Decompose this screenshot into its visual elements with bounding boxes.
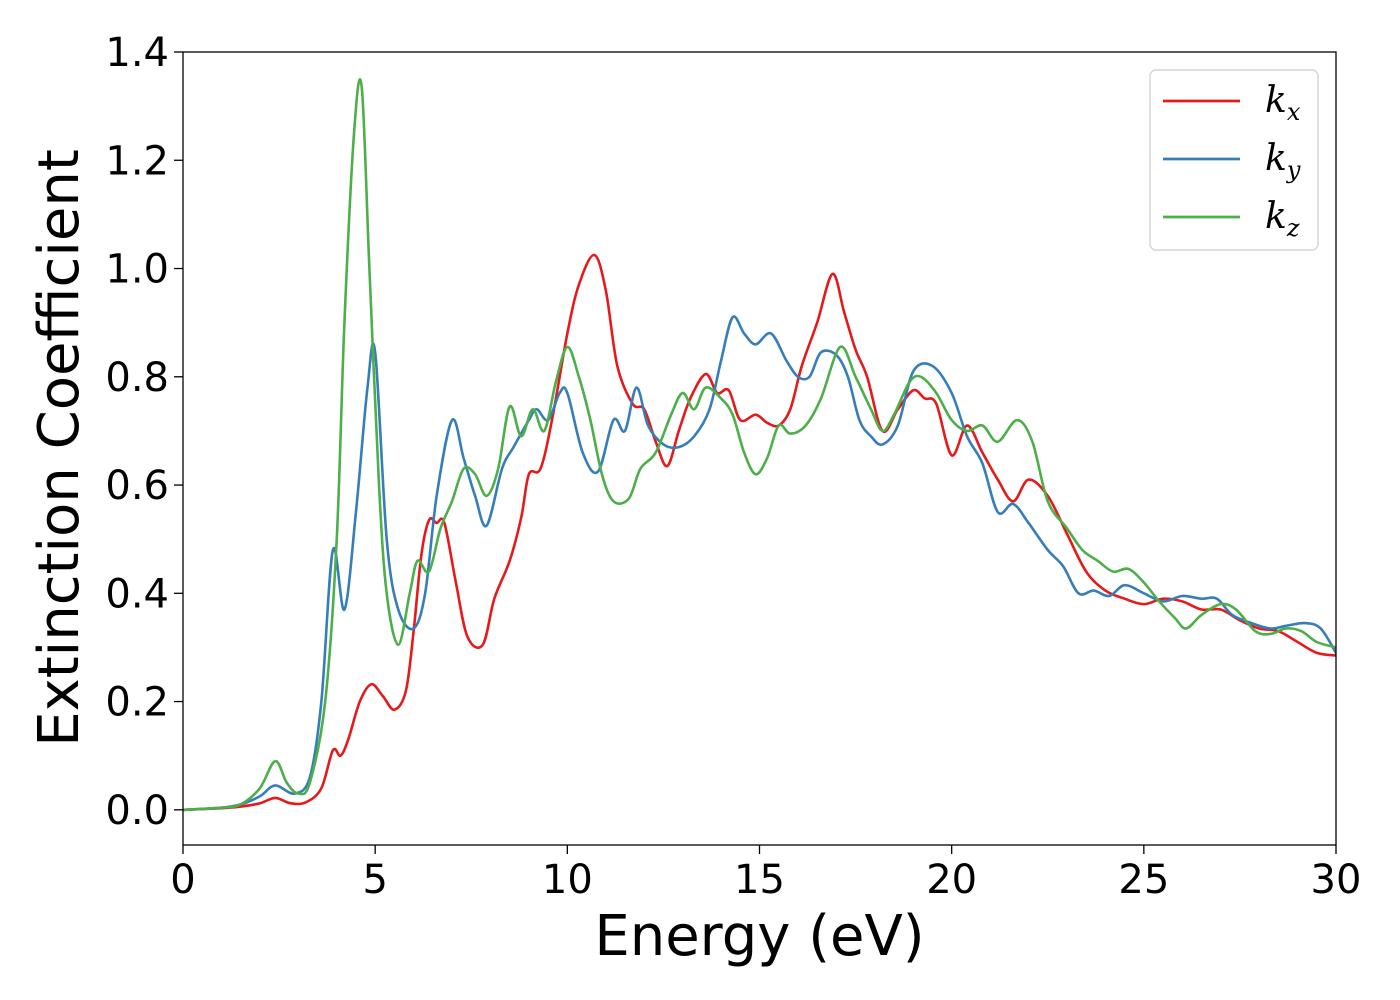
y-tick-label: 1.4 <box>105 30 169 76</box>
legend-label-kz: kz <box>1265 196 1300 242</box>
x-tick-label: 20 <box>926 857 977 903</box>
x-axis: 0 5 10 15 20 25 30 <box>170 845 1361 903</box>
x-tick-label: 10 <box>542 857 593 903</box>
series-layer <box>183 78 1336 812</box>
legend-label-symbol: k <box>1265 80 1287 121</box>
x-tick-label: 0 <box>170 857 195 903</box>
x-tick-label: 5 <box>362 857 387 903</box>
y-axis-label: Extinction Coefficient <box>27 149 92 747</box>
series-line-kz <box>183 78 1336 812</box>
x-tick-label: 25 <box>1118 857 1169 903</box>
y-tick-label: 1.2 <box>105 138 169 184</box>
legend-label-subscript: z <box>1286 214 1300 242</box>
y-tick-label: 0.6 <box>105 463 169 509</box>
legend-label-subscript: y <box>1286 156 1301 184</box>
y-tick-label: 0.4 <box>105 571 169 617</box>
legend-label-symbol: k <box>1265 196 1287 237</box>
y-tick-label: 0.0 <box>105 788 169 834</box>
y-tick-label: 1.0 <box>105 247 169 293</box>
y-tick-label: 0.8 <box>105 355 169 401</box>
legend-label-symbol: k <box>1265 138 1287 179</box>
legend-label-kx: kx <box>1265 80 1301 126</box>
x-tick-label: 30 <box>1311 857 1362 903</box>
y-tick-label: 0.2 <box>105 680 169 726</box>
legend-label-ky: ky <box>1265 138 1301 184</box>
x-tick-label: 15 <box>734 857 785 903</box>
legend-label-subscript: x <box>1287 98 1301 126</box>
x-axis-label: Energy (eV) <box>594 904 924 969</box>
series-line-kx <box>183 253 1336 812</box>
y-axis: 0.0 0.2 0.4 0.6 0.8 1.0 1.2 1.4 <box>105 30 183 834</box>
series-line-ky <box>183 315 1336 812</box>
